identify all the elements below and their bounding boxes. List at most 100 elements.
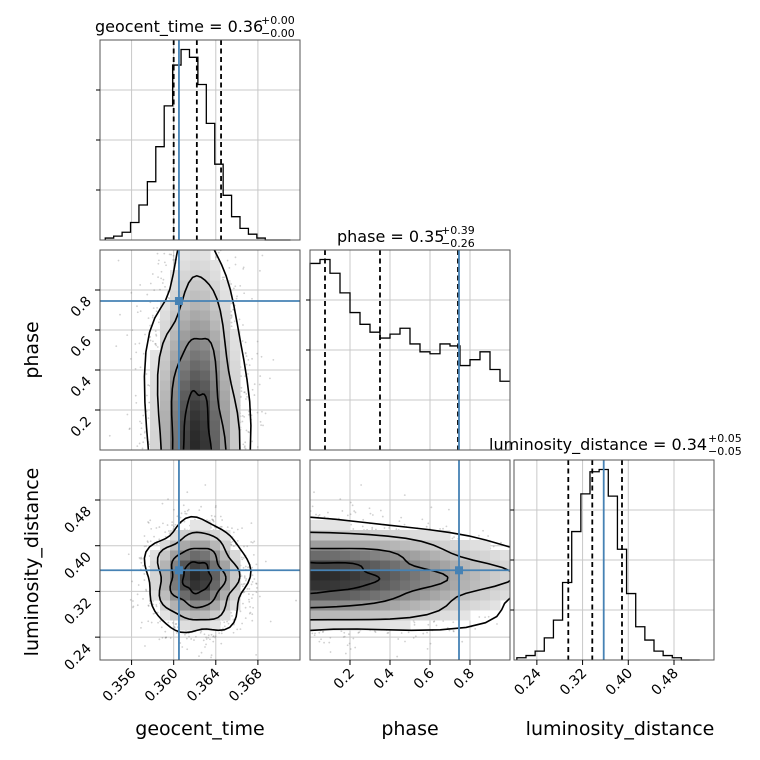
scatter-dot bbox=[140, 561, 143, 564]
scatter-dot bbox=[244, 447, 247, 450]
scatter-dot bbox=[198, 655, 200, 658]
density-cell bbox=[210, 350, 221, 361]
scatter-dot bbox=[234, 263, 237, 266]
density-cell bbox=[230, 440, 241, 450]
scatter-dot bbox=[210, 656, 212, 659]
density-cell bbox=[160, 430, 171, 441]
scatter-dot bbox=[233, 320, 236, 323]
scatter-dot bbox=[136, 311, 139, 314]
panel-content bbox=[100, 460, 300, 660]
scatter-dot bbox=[207, 634, 210, 637]
density-cell bbox=[220, 400, 231, 411]
density-cell bbox=[200, 410, 211, 421]
scatter-dot bbox=[171, 524, 173, 526]
scatter-dot bbox=[232, 287, 235, 290]
scatter-dot bbox=[166, 524, 169, 526]
density-cell bbox=[190, 440, 201, 450]
density-cell bbox=[160, 390, 171, 401]
scatter-dot bbox=[172, 254, 175, 257]
scatter-dot bbox=[131, 580, 134, 583]
density-cell bbox=[210, 420, 221, 431]
density-cell bbox=[230, 340, 241, 351]
scatter-dot bbox=[157, 321, 160, 324]
density-cell bbox=[190, 280, 201, 291]
density-cell bbox=[200, 550, 211, 561]
scatter-dot bbox=[240, 575, 243, 577]
scatter-dot bbox=[147, 521, 149, 523]
scatter-dot bbox=[262, 424, 264, 427]
scatter-dot bbox=[203, 633, 206, 636]
scatter-dot bbox=[251, 613, 254, 616]
scatter-dot bbox=[426, 648, 429, 650]
scatter-dot bbox=[117, 259, 120, 262]
scatter-dot bbox=[346, 644, 349, 647]
density-cell bbox=[220, 560, 231, 571]
scatter-dot bbox=[194, 518, 196, 521]
panel-frame bbox=[99, 459, 301, 661]
density-cell bbox=[200, 530, 211, 541]
scatter-dot bbox=[221, 519, 224, 521]
density-cell bbox=[160, 610, 171, 621]
scatter-dot bbox=[247, 410, 250, 413]
contour-level-1 bbox=[170, 337, 227, 450]
scatter-dot bbox=[171, 521, 174, 523]
density-cell bbox=[190, 590, 201, 601]
density-cell bbox=[170, 320, 181, 331]
scatter-dot bbox=[230, 611, 232, 614]
scatter-dot bbox=[150, 528, 153, 530]
scatter-dot bbox=[533, 570, 535, 572]
scatter-dot bbox=[252, 606, 254, 609]
contour-level-0 bbox=[181, 561, 213, 595]
density-cell bbox=[190, 580, 201, 591]
scatter-dot bbox=[242, 557, 245, 559]
density-cell bbox=[150, 590, 161, 601]
scatter-dot bbox=[184, 510, 186, 513]
scatter-dot bbox=[256, 411, 259, 414]
density-cell bbox=[150, 570, 161, 581]
scatter-dot bbox=[150, 621, 153, 624]
scatter-dot bbox=[215, 256, 218, 259]
density-cell bbox=[160, 380, 171, 391]
scatter-dot bbox=[243, 575, 246, 578]
scatter-dot bbox=[149, 282, 152, 285]
scatter-dot bbox=[244, 579, 247, 582]
scatter-dot bbox=[140, 422, 143, 425]
scatter-dot bbox=[218, 632, 221, 635]
density-cell bbox=[190, 380, 201, 391]
scatter-dot bbox=[173, 626, 176, 629]
density-cell bbox=[230, 380, 241, 391]
density-cell bbox=[180, 440, 191, 450]
density-cell bbox=[220, 590, 231, 601]
scatter-dot bbox=[241, 340, 244, 342]
scatter-dot bbox=[165, 636, 168, 639]
scatter-dot bbox=[164, 285, 166, 288]
scatter-dot bbox=[115, 345, 118, 348]
scatter-dot bbox=[172, 528, 175, 531]
scatter-dot bbox=[214, 635, 217, 638]
scatter-dot bbox=[251, 619, 254, 622]
density-cell bbox=[210, 610, 221, 621]
scatter-dot bbox=[205, 227, 207, 229]
density-cell bbox=[180, 360, 191, 371]
scatter-dot bbox=[147, 521, 150, 524]
scatter-dot bbox=[235, 297, 238, 300]
density-cell bbox=[210, 270, 221, 281]
scatter-dot bbox=[149, 324, 152, 327]
scatter-dot bbox=[212, 635, 215, 638]
scatter-dot bbox=[230, 321, 233, 324]
scatter-dot bbox=[220, 642, 223, 645]
scatter-dot bbox=[140, 427, 143, 430]
scatter-dot bbox=[175, 622, 178, 625]
density-cell bbox=[210, 440, 221, 450]
scatter-dot bbox=[146, 293, 149, 296]
grid bbox=[100, 40, 300, 240]
scatter-dot bbox=[255, 591, 258, 594]
density-cell bbox=[180, 550, 191, 561]
scatter-dot bbox=[230, 315, 233, 318]
title-luminosity-distance-plus: +0.05 bbox=[708, 432, 742, 445]
scatter-dot bbox=[153, 535, 155, 538]
scatter-dot bbox=[240, 556, 243, 559]
scatter-dot bbox=[165, 636, 167, 639]
density-cell bbox=[190, 310, 201, 321]
hist-panel-luminosity_distance bbox=[510, 459, 715, 661]
